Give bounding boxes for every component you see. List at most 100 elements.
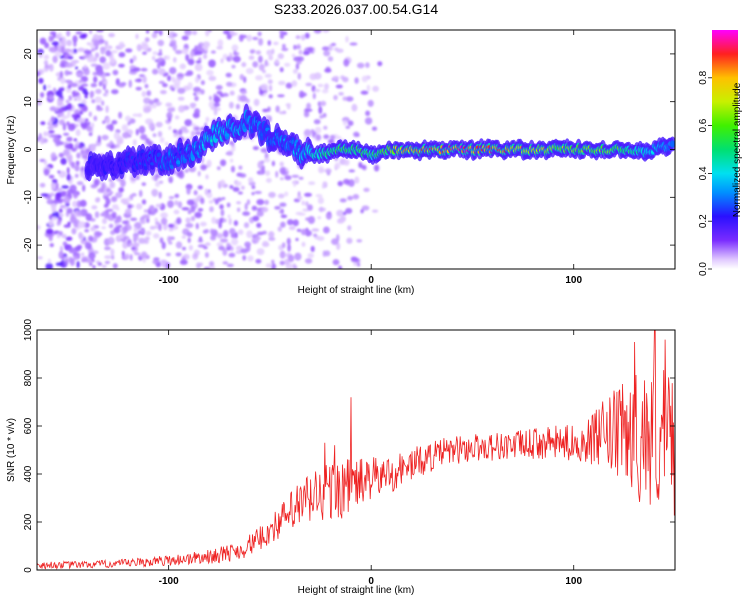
spectrogram-cell <box>122 220 128 225</box>
spectrogram-cell <box>229 90 235 96</box>
spectrogram-cell <box>293 45 302 50</box>
spectrogram-cell <box>106 187 111 193</box>
spectrogram-cell <box>261 167 266 175</box>
spectrogram-cell <box>210 228 214 235</box>
spectrogram-cell <box>61 234 67 239</box>
spectrogram-cell <box>268 54 274 61</box>
spectrogram-cell <box>67 110 71 118</box>
spectrogram-cell <box>264 59 268 67</box>
spectrogram-cell <box>184 168 189 173</box>
spectrogram-cell <box>332 259 340 266</box>
spectrogram-cell <box>187 210 192 215</box>
spectrogram-cell <box>194 63 200 71</box>
spectrogram-cell <box>182 129 190 134</box>
spectrogram-cell <box>320 100 327 107</box>
spectrogram-cell <box>73 255 79 261</box>
spectrogram-cell <box>345 207 353 214</box>
spectrogram-cell <box>50 134 59 139</box>
spectrogram-cell <box>244 202 248 211</box>
spectrogram-cell <box>65 236 73 241</box>
spectrogram-cell <box>37 225 41 230</box>
spectrogram-cell <box>95 88 102 94</box>
spectrogram-cell <box>48 95 54 101</box>
spectrogram-cell <box>133 227 138 233</box>
spectrogram-cell <box>78 79 84 84</box>
spectrogram-cell <box>80 252 85 257</box>
spectrogram-cell <box>128 79 133 88</box>
spectrogram-cell <box>109 140 113 147</box>
spectrogram-cell <box>194 45 199 51</box>
spectrogram-cell <box>81 256 88 261</box>
spectrogram-cell <box>94 96 102 104</box>
spectrogram-cell <box>345 125 351 129</box>
spectrogram-cell <box>371 126 378 131</box>
spectrogram-cell <box>229 228 236 235</box>
spectrogram-cell <box>291 80 298 87</box>
spectrogram-cell <box>66 167 70 174</box>
spectrogram-cell <box>246 34 253 42</box>
spectrogram-cell <box>204 252 209 258</box>
spectrogram-cell <box>279 250 286 259</box>
spectrogram-cell <box>50 152 57 160</box>
snr-y-tick-label: 600 <box>23 417 34 434</box>
spectrogram-cell <box>51 41 60 46</box>
spectrogram-cell <box>125 48 133 53</box>
spectrogram-cell <box>137 113 143 118</box>
spectrogram-cell <box>363 187 370 192</box>
spectrogram-cell <box>57 219 62 226</box>
spectrogram-cell <box>140 134 148 141</box>
spectrogram-cell <box>292 265 298 269</box>
spectrogram-cell <box>55 90 63 97</box>
spectrogram-cell <box>175 241 183 249</box>
spectrogram-ridge-cell <box>670 141 675 147</box>
spectrogram-cell <box>52 55 58 64</box>
spectrogram-cell <box>317 216 322 220</box>
spectrogram-cell <box>350 257 359 263</box>
spectrogram-cell <box>66 207 73 214</box>
spectrogram-cell <box>295 35 301 40</box>
spectrogram-cell <box>138 125 146 134</box>
spectrogram-cell <box>75 31 83 35</box>
spectrogram-cell <box>252 240 256 244</box>
spectrogram-cell <box>172 83 180 90</box>
spectrogram-cell <box>195 91 201 95</box>
spectrogram-cell <box>288 254 295 263</box>
spectrogram-cell <box>312 92 316 100</box>
spectrogram-cell <box>118 41 125 49</box>
spectrogram-cell <box>152 68 159 75</box>
spectrogram-cell <box>222 248 228 256</box>
spectrogram-cell <box>196 262 201 269</box>
spectrogram-cell <box>67 84 72 89</box>
spectrogram-cell <box>266 177 272 183</box>
spectrogram-cell <box>237 191 243 195</box>
spectrogram-cell <box>166 111 173 120</box>
spectrogram-cell <box>136 175 140 180</box>
spectrogram-cell <box>178 105 185 113</box>
spectrogram-cell <box>323 134 330 139</box>
spectrogram-cell <box>251 205 258 211</box>
spectrogram-cell <box>239 95 248 102</box>
spectrogram-cell <box>83 68 90 76</box>
spectrogram-cell <box>307 216 315 224</box>
spectrogram-cell <box>215 218 220 225</box>
spectrogram-cell <box>268 237 276 241</box>
spectrogram-cell <box>354 176 360 184</box>
spectrogram-cell <box>205 174 209 180</box>
spectrogram-cell <box>107 236 115 245</box>
spectrogram-cell <box>221 197 226 200</box>
colorbar-ticks: 0.0 0.2 0.4 0.6 0.8 <box>698 70 712 276</box>
spectrogram-cell <box>264 73 272 78</box>
spectrogram-cell <box>205 30 210 37</box>
spectrogram-cell <box>209 261 215 267</box>
spectrogram-cell <box>194 108 201 115</box>
spectrogram-cell <box>218 245 225 251</box>
spectrogram-cell <box>111 120 118 125</box>
spectrogram-cell <box>97 188 105 193</box>
spectrogram-cell <box>233 220 239 227</box>
spectrogram-cell <box>162 83 168 88</box>
spectrogram-cell <box>171 76 175 83</box>
spectrogram-cell <box>142 51 147 55</box>
spectrogram-cell <box>192 253 199 260</box>
spectrogram-cell <box>143 239 149 244</box>
spectrogram-cell <box>319 114 324 119</box>
